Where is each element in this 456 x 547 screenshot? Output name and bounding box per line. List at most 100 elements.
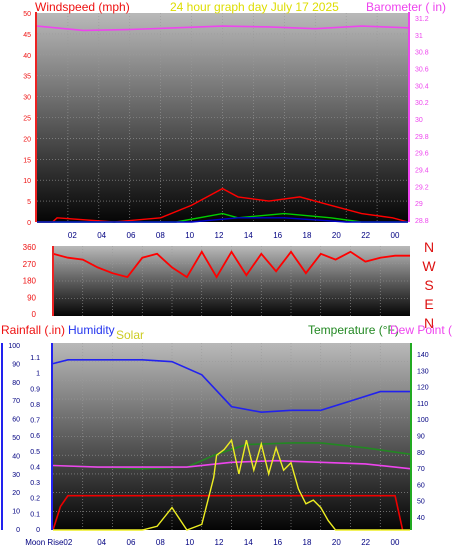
rainfall-axis-title: Rainfall (.in) <box>1 323 65 337</box>
time-tick-label: 04 <box>97 538 106 547</box>
axis-tick-label: 0.9 <box>30 386 40 393</box>
axis-tick-label: 29.8 <box>415 134 429 141</box>
time-tick-label: 06 <box>127 231 136 240</box>
axis-tick-label: 70 <box>417 466 425 473</box>
axis-tick-label: 10 <box>12 509 20 516</box>
axis-tick-label: 90 <box>27 293 36 302</box>
time-axis-top: 02 04 06 08 10 12 14 16 18 20 22 00 <box>68 231 400 240</box>
series-line <box>37 187 409 223</box>
time-tick-label: 00 <box>391 538 400 547</box>
temperature-axis-title: Temperature (°F) <box>308 323 399 337</box>
compass-label: N <box>424 239 434 255</box>
time-tick-label: 16 <box>273 538 282 547</box>
rainfall-axis-ticks: 1.1 1 0.9 0.8 0.7 0.6 0.5 0.4 0.3 0.2 0.1 0 <box>30 355 40 534</box>
time-tick-label: 14 <box>244 538 253 547</box>
axis-tick-label: 100 <box>417 417 429 424</box>
dew-point-legend-label: Dew Point ( <box>390 323 452 337</box>
axis-tick-label: 0.2 <box>30 496 40 503</box>
temp-chart-series <box>52 358 411 531</box>
axis-tick-label: 50 <box>12 435 20 442</box>
axis-tick-label: 130 <box>417 368 429 375</box>
axis-tick-label: 60 <box>12 417 20 424</box>
axis-tick-label: 90 <box>417 434 425 441</box>
axis-tick-label: 31 <box>415 33 423 40</box>
axis-tick-label: 30.4 <box>415 83 429 90</box>
wind-chart-grid <box>37 13 408 222</box>
axis-tick-label: 80 <box>12 380 20 387</box>
series-line <box>53 438 410 531</box>
axis-tick-label: 30 <box>415 117 423 124</box>
axis-tick-label: 20 <box>12 490 20 497</box>
axis-tick-label: 29.4 <box>415 168 429 175</box>
time-tick-label: 08 <box>156 538 165 547</box>
compass-label: S <box>424 277 433 293</box>
axis-tick-label: 50 <box>417 499 425 506</box>
series-line <box>36 25 409 32</box>
axis-tick-label: 40 <box>23 53 31 60</box>
axis-tick-label: 1 <box>36 371 40 378</box>
axis-tick-label: 1.1 <box>30 355 40 362</box>
time-tick-label: 06 <box>127 538 136 547</box>
axis-tick-label: 0.4 <box>30 464 40 471</box>
time-tick-label: 22 <box>361 231 370 240</box>
time-tick-label: 12 <box>215 231 224 240</box>
axis-tick-label: 0.7 <box>30 418 40 425</box>
axis-tick-label: 5 <box>27 199 31 206</box>
axis-tick-label: 360 <box>23 243 37 252</box>
axis-tick-label: 30 <box>12 472 20 479</box>
time-axis-bottom: Moon Rise02 04 06 08 10 12 14 16 18 20 22 00 <box>25 538 400 547</box>
axis-tick-label: 0.3 <box>30 480 40 487</box>
time-tick-label: Moon Rise02 <box>25 538 73 547</box>
axis-tick-label: 10 <box>23 178 31 185</box>
direction-chart-grid <box>53 246 410 316</box>
series-line <box>52 250 410 279</box>
direction-chart-series <box>52 250 410 279</box>
axis-tick-label: 0.8 <box>30 402 40 409</box>
time-tick-label: 02 <box>68 231 77 240</box>
chart-date-title: 24 hour graph day July 17 2025 <box>170 0 339 14</box>
axis-tick-label: 29 <box>415 201 423 208</box>
axis-tick-label: 30 <box>23 95 31 102</box>
series-line <box>37 217 408 223</box>
humidity-legend-label: Humidity <box>68 323 115 337</box>
axis-tick-label: 270 <box>23 260 37 269</box>
axis-tick-label: 0 <box>27 220 31 227</box>
axis-tick-label: 45 <box>23 32 31 39</box>
axis-tick-label: 30.2 <box>415 100 429 107</box>
series-line <box>52 442 411 470</box>
axis-tick-label: 80 <box>417 450 425 457</box>
time-tick-label: 00 <box>391 231 400 240</box>
series-line <box>52 358 410 414</box>
time-tick-label: 14 <box>244 231 253 240</box>
axis-tick-label: 20 <box>23 136 31 143</box>
axis-tick-label: 100 <box>8 343 20 350</box>
axis-tick-label: 0 <box>16 527 20 534</box>
time-tick-label: 20 <box>332 231 341 240</box>
time-tick-label: 22 <box>361 538 370 547</box>
axis-tick-label: 25 <box>23 116 31 123</box>
axis-tick-label: 29.6 <box>415 151 429 158</box>
axis-tick-label: 0 <box>32 310 37 319</box>
barometer-axis-title: Barometer ( in) <box>366 0 446 14</box>
windspeed-axis-title: Windspeed (mph) <box>35 0 130 14</box>
axis-tick-label: 110 <box>417 401 428 408</box>
series-line <box>52 494 404 531</box>
axis-tick-label: 140 <box>417 352 429 359</box>
axis-tick-label: 0.5 <box>30 449 40 456</box>
axis-tick-label: 90 <box>12 361 20 368</box>
compass-label: W <box>422 258 436 274</box>
time-tick-label: 20 <box>332 538 341 547</box>
time-tick-label: 18 <box>303 231 312 240</box>
rain-humidity-temp-chart: 1.110.90.80.70.60.50.40.30.20.10 1009080… <box>1 323 452 534</box>
axis-tick-label: 29.2 <box>415 184 429 191</box>
temperature-axis-ticks: 140 130 120 110 100 90 80 70 60 50 40 <box>417 352 429 522</box>
time-tick-label: 16 <box>273 231 282 240</box>
axis-tick-label: 0 <box>36 527 40 534</box>
compass-label: E <box>424 296 433 312</box>
time-tick-label: 10 <box>185 538 194 547</box>
